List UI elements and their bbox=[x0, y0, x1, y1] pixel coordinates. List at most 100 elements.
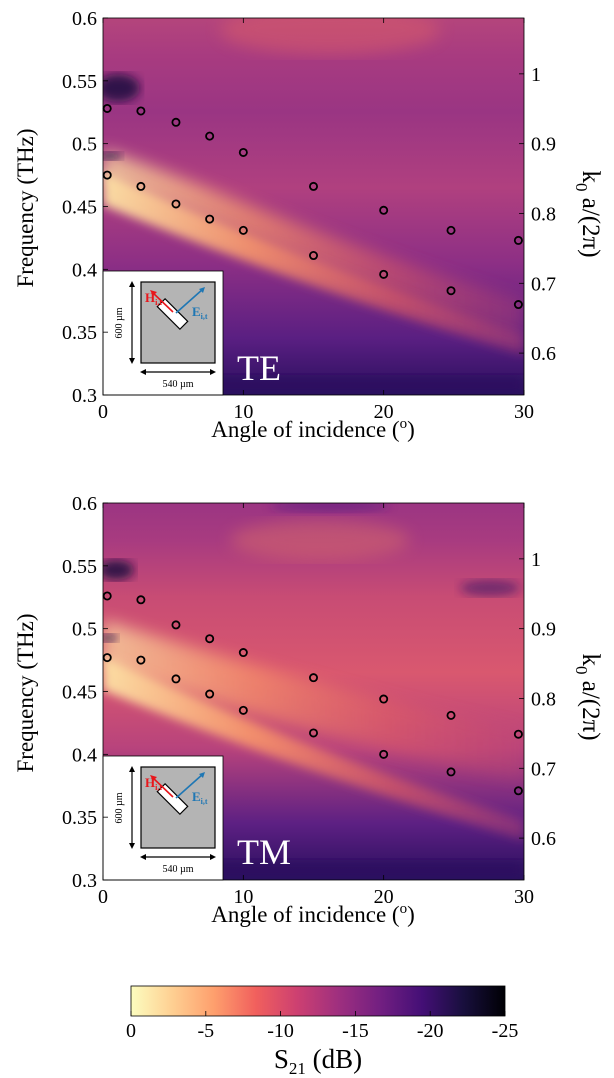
te-y2-tick-label: 0.7 bbox=[531, 273, 556, 295]
te-markers-upper bbox=[102, 103, 523, 245]
te-marker-lower bbox=[102, 170, 112, 180]
tm-y2-tick-label: 1 bbox=[531, 549, 541, 571]
tm-x-axis-label: Angle of incidence (o) bbox=[211, 901, 415, 927]
te-y-tick-label: 0.45 bbox=[62, 197, 97, 219]
tm-e-label: Ei,t bbox=[192, 789, 208, 806]
tm-marker-upper bbox=[446, 710, 456, 720]
te-y-ticks: 0.3 0.35 0.4 0.45 0.5 0.55 0.6 bbox=[62, 8, 108, 407]
tm-marker-upper bbox=[513, 729, 523, 739]
te-h-arrow bbox=[151, 291, 174, 313]
te-inset: Hi,t Ei,t 600 µm 540 µm bbox=[102, 270, 224, 396]
te-marker-lower bbox=[136, 181, 146, 191]
tm-inset-slot bbox=[156, 782, 189, 816]
tm-mode-label: TM bbox=[237, 832, 291, 872]
te-marker-lower bbox=[238, 225, 248, 235]
te-marker-upper bbox=[102, 103, 112, 113]
tm-y-axis-label: Frequency (THz) bbox=[13, 613, 38, 772]
tm-marker-lower bbox=[136, 655, 146, 665]
tm-marker-upper bbox=[308, 673, 318, 683]
te-y-tick-label: 0.6 bbox=[72, 8, 97, 30]
tm-marker-upper bbox=[171, 620, 181, 630]
tm-marker-lower bbox=[379, 749, 389, 759]
tm-marker-lower bbox=[513, 786, 523, 796]
te-marker-upper bbox=[205, 131, 215, 141]
tm-inset: Hi,t Ei,t 600 µm 540 µm bbox=[102, 755, 224, 881]
tm-x-tick-label: 0 bbox=[98, 886, 108, 908]
tm-panel: Hi,t Ei,t 600 µm 540 µm TM 0 10 20 30 0.30.… bbox=[13, 493, 604, 927]
te-x-tick-label: 30 bbox=[514, 401, 534, 423]
tm-y-tick-label: 0.45 bbox=[62, 682, 97, 704]
te-y2-tick-label: 0.9 bbox=[531, 134, 556, 156]
te-marker-lower bbox=[379, 269, 389, 279]
colorbar-tick-label: -5 bbox=[197, 1020, 214, 1042]
colorbar-tick-label: 0 bbox=[126, 1020, 136, 1042]
tm-y-ticks: 0.3 0.35 0.4 0.45 0.5 0.55 0.6 bbox=[62, 493, 108, 892]
te-mode-label: TE bbox=[237, 348, 281, 388]
te-marker-upper bbox=[513, 235, 523, 245]
te-y2-axis-label: k0 a/(2π) bbox=[572, 170, 604, 257]
te-height-label: 600 µm bbox=[114, 307, 125, 338]
te-y2-tick-label: 0.6 bbox=[531, 343, 556, 365]
tm-y2-tick-label: 0.6 bbox=[531, 828, 556, 850]
tm-y2-ticks: 0.6 0.7 0.8 0.9 1 bbox=[519, 549, 556, 850]
tm-y2-axis-label: k0 a/(2π) bbox=[572, 653, 604, 740]
tm-markers-lower bbox=[102, 653, 523, 796]
te-panel: Hi,t Ei,t 600 µm 540 µm TE 0 10 20 30 0.3 0.… bbox=[13, 8, 604, 442]
tm-e-arrow bbox=[175, 773, 204, 799]
tm-y-tick-label: 0.35 bbox=[62, 807, 97, 829]
tm-y-tick-label: 0.5 bbox=[72, 619, 97, 641]
colorbar-bar bbox=[130, 985, 506, 1017]
te-width-label: 540 µm bbox=[162, 379, 193, 390]
te-x-axis-label: Angle of incidence (o) bbox=[211, 416, 415, 442]
te-inset-slot bbox=[156, 297, 189, 331]
tm-y-tick-label: 0.4 bbox=[72, 744, 97, 766]
tm-heatmap bbox=[103, 503, 524, 880]
te-marker-upper bbox=[446, 225, 456, 235]
te-y-tick-label: 0.5 bbox=[72, 134, 97, 156]
te-x-tick-label: 0 bbox=[98, 401, 108, 423]
te-y-tick-label: 0.35 bbox=[62, 322, 97, 344]
te-marker-lower bbox=[513, 300, 523, 310]
te-y-axis-label: Frequency (THz) bbox=[13, 128, 38, 287]
colorbar: 0 -5 -10 -15 -20 -25 S21 (dB) bbox=[126, 985, 518, 1078]
tm-y2-tick-label: 0.8 bbox=[531, 688, 556, 710]
te-marker-lower bbox=[171, 199, 181, 209]
tm-marker-lower bbox=[238, 705, 248, 715]
tm-marker-upper bbox=[102, 591, 112, 601]
tm-marker-upper bbox=[136, 595, 146, 605]
tm-y-tick-label: 0.6 bbox=[72, 493, 97, 515]
tm-markers-upper bbox=[102, 591, 523, 739]
colorbar-ticks: 0 -5 -10 -15 -20 -25 bbox=[126, 1011, 518, 1042]
tm-y2-tick-label: 0.7 bbox=[531, 758, 556, 780]
te-marker-lower bbox=[446, 286, 456, 296]
te-h-label: Hi,t bbox=[145, 290, 162, 307]
tm-x-tick-label: 30 bbox=[514, 886, 534, 908]
te-y-tick-label: 0.4 bbox=[72, 259, 97, 281]
tm-marker-upper bbox=[205, 634, 215, 644]
tm-y-tick-label: 0.3 bbox=[72, 870, 97, 892]
te-x-tick-label: 20 bbox=[374, 401, 394, 423]
te-e-label: Ei,t bbox=[192, 304, 208, 321]
tm-x-tick-label: 10 bbox=[233, 886, 253, 908]
te-marker-upper bbox=[308, 181, 318, 191]
te-y2-ticks: 0.6 0.7 0.8 0.9 1 bbox=[519, 64, 556, 365]
te-marker-upper bbox=[136, 106, 146, 116]
tm-x-ticks: 0 10 20 30 bbox=[98, 503, 534, 908]
te-y2-tick-label: 0.8 bbox=[531, 203, 556, 225]
te-markers-lower bbox=[102, 170, 523, 310]
colorbar-tick-label: -25 bbox=[492, 1020, 519, 1042]
te-e-arrow bbox=[175, 288, 204, 314]
tm-h-label: Hi,t bbox=[145, 775, 162, 792]
tm-y2-tick-label: 0.9 bbox=[531, 619, 556, 641]
te-x-tick-label: 10 bbox=[233, 401, 253, 423]
te-marker-lower bbox=[205, 214, 215, 224]
tm-marker-lower bbox=[446, 767, 456, 777]
te-marker-upper bbox=[238, 147, 248, 157]
te-y-tick-label: 0.3 bbox=[72, 385, 97, 407]
tm-y-tick-label: 0.55 bbox=[62, 556, 97, 578]
colorbar-tick-label: -15 bbox=[342, 1020, 369, 1042]
te-marker-upper bbox=[171, 117, 181, 127]
tm-x-tick-label: 20 bbox=[374, 886, 394, 908]
te-x-ticks: 0 10 20 30 bbox=[98, 18, 534, 423]
